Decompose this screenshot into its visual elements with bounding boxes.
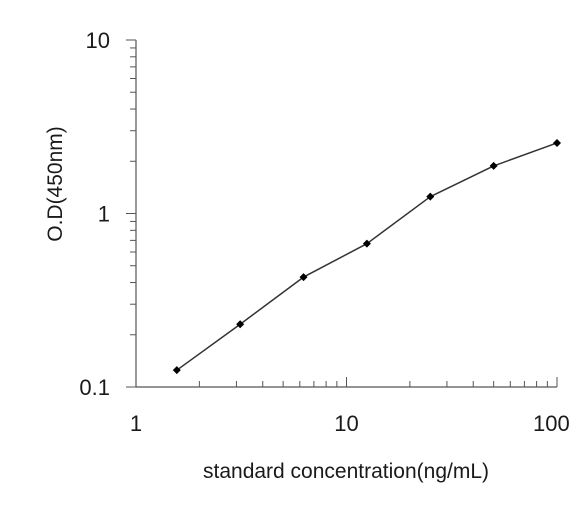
- tick-labels: 0.1 1 10 1 10 100: [79, 28, 569, 436]
- y-tick-label: 1: [98, 202, 110, 227]
- x-tick-label: 10: [334, 411, 358, 436]
- data-point: [362, 239, 371, 248]
- series-line: [176, 142, 558, 371]
- x-tick-label: 1: [130, 411, 142, 436]
- x-tick-label: 100: [533, 411, 570, 436]
- x-axis-title: standard concentration(ng/mL): [203, 460, 489, 483]
- data-point: [236, 320, 245, 329]
- data-point: [553, 138, 561, 147]
- data-point: [426, 192, 435, 201]
- axis-ticks: [126, 39, 558, 388]
- series: [172, 138, 561, 375]
- y-tick-label: 0.1: [79, 375, 110, 400]
- axes: [135, 40, 557, 388]
- data-point: [299, 273, 308, 282]
- data-point: [172, 366, 181, 375]
- data-point: [489, 161, 498, 170]
- y-axis-title: O.D(450nm): [44, 126, 67, 242]
- y-tick-label: 10: [86, 28, 110, 53]
